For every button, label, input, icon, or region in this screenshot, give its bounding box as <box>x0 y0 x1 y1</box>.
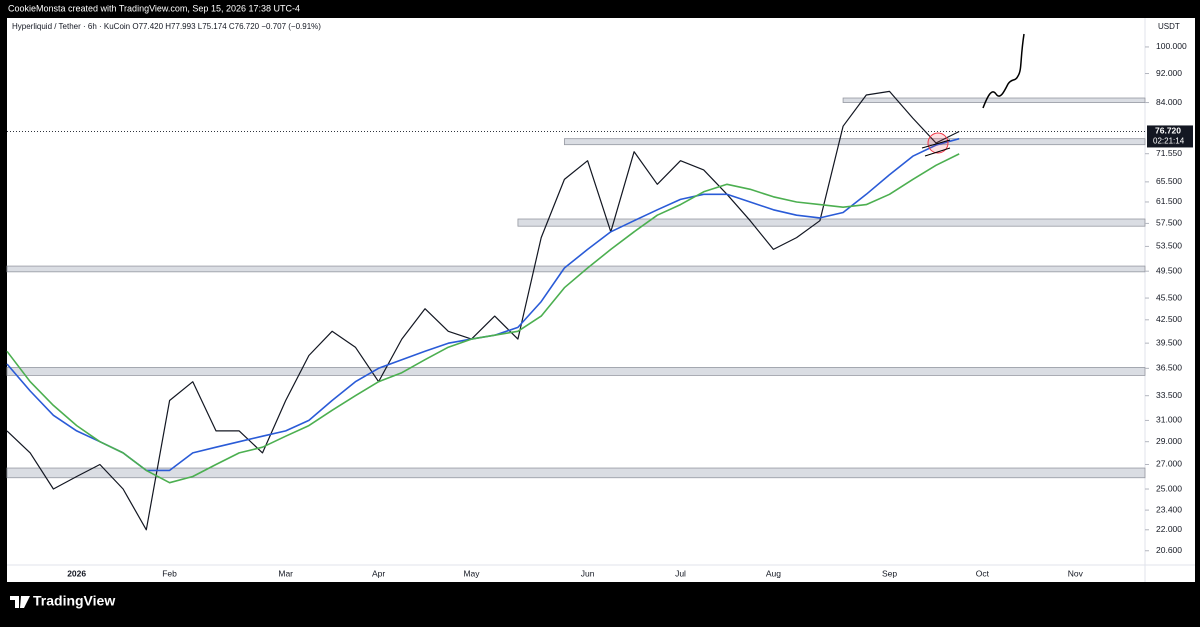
y-tick-label: 36.500 <box>1156 363 1182 373</box>
y-tick-label: 45.500 <box>1156 292 1182 302</box>
projection-drawing <box>982 33 1025 109</box>
trend-lines <box>921 139 951 157</box>
y-tick-label: 23.400 <box>1156 504 1182 514</box>
y-tick-label: 25.000 <box>1156 483 1182 493</box>
header: CookieMonsta created with TradingView.co… <box>8 3 300 13</box>
zone <box>6 467 1146 479</box>
logo-icon <box>10 596 30 608</box>
brand-logo: TradingView <box>10 593 115 609</box>
countdown: 02:21:14 <box>1153 137 1185 146</box>
y-tick-label: 20.600 <box>1156 545 1182 555</box>
y-tick-label: 22.000 <box>1156 524 1182 534</box>
zone <box>517 218 1146 227</box>
series-line <box>6 153 960 484</box>
chart-panel <box>7 18 1195 582</box>
x-tick-label: Mar <box>278 568 293 578</box>
last-price-box <box>1147 125 1193 148</box>
series-line <box>6 90 960 531</box>
y-tick-label: 100.000 <box>1156 41 1187 51</box>
x-tick-label: Jul <box>675 568 686 578</box>
brand: TradingView <box>33 593 115 609</box>
y-tick-label: 57.500 <box>1156 218 1182 228</box>
y-tick-label: 29.000 <box>1156 436 1182 446</box>
currency: USDT <box>1158 22 1180 31</box>
x-tick-label: Aug <box>766 568 781 578</box>
y-tick-label: 49.500 <box>1156 265 1182 275</box>
zone <box>6 367 1146 376</box>
y-tick-label: 65.500 <box>1156 176 1182 186</box>
y-tick-label: 61.500 <box>1156 196 1182 206</box>
y-tick-label: 39.500 <box>1156 337 1182 347</box>
zone <box>563 138 1146 146</box>
zone <box>842 97 1146 103</box>
y-tick-label: 31.000 <box>1156 415 1182 425</box>
x-tick-label: May <box>463 568 480 578</box>
x-tick-label: Apr <box>372 568 385 578</box>
y-tick-label: 42.500 <box>1156 314 1182 324</box>
x-tick-label: 2026 <box>67 568 86 578</box>
y-tick-label: 71.550 <box>1156 148 1182 158</box>
x-tick-label: Oct <box>976 568 990 578</box>
y-tick-label: 53.500 <box>1156 241 1182 251</box>
x-tick-label: Sep <box>882 568 897 578</box>
y-tick-label: 84.000 <box>1156 97 1182 107</box>
x-tick-label: Feb <box>162 568 177 578</box>
y-tick-label: 33.500 <box>1156 390 1182 400</box>
y-tick-label: 27.000 <box>1156 459 1182 469</box>
x-tick-label: Nov <box>1068 568 1084 578</box>
plot: 100.000 92.000 84.000 71.550 65.500 61.500 57.… <box>6 41 1193 578</box>
zone <box>6 265 1146 273</box>
x-tick-label: Jun <box>581 568 595 578</box>
last-price-label: 76.720 <box>1155 126 1181 136</box>
y-tick-label: 92.000 <box>1156 68 1182 78</box>
legend-title: Hyperliquid / Tether · 6h · KuCoin O77.4… <box>12 22 321 31</box>
